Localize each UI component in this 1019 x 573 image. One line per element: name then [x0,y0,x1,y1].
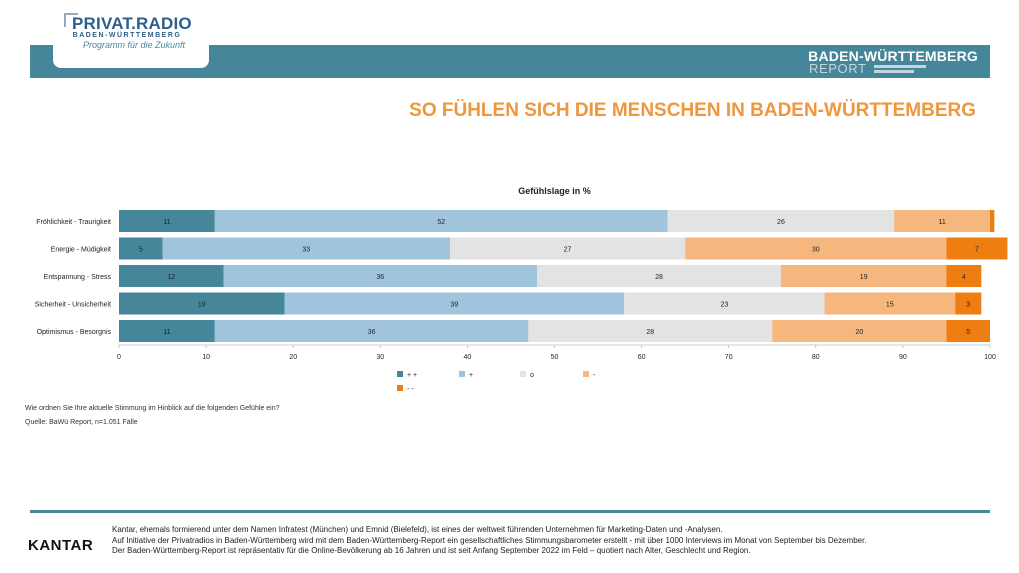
legend-label: + + [407,372,417,379]
legend-label: - [593,372,596,379]
logo-region: BADEN-WÜRTTEMBERG [72,32,182,39]
data-label: 3 [966,302,970,309]
footer-line-2: Auf Initiative der Privatradios in Baden… [112,535,867,545]
data-label: 11 [163,329,170,336]
report-title: BADEN-WÜRTTEMBERG [808,48,978,64]
logo-tagline: Programm für die Zukunft [83,40,186,50]
bar-segment [214,210,668,232]
bar-segment [955,292,982,315]
bar-segment [624,292,825,315]
legend-swatch [583,371,589,377]
footer-line-1: Kantar, ehemals formierend unter dem Nam… [112,525,723,534]
footer-text: Kantar, ehemals formierend unter dem Nam… [112,525,992,557]
x-tick-label: 80 [812,354,820,361]
logo-name: PRIVAT.RADIO [72,14,192,33]
bar-segment [119,210,215,232]
source-note: Quelle: BaWü Report, n=1.051 Fälle [25,419,138,426]
bar-segment [528,320,773,342]
x-tick-label: 50 [551,354,559,361]
data-label: 19 [198,302,206,309]
x-tick-label: 10 [202,354,210,361]
page-title: SO FÜHLEN SICH DIE MENSCHEN IN BADEN-WÜR… [409,100,976,121]
bar-segment [990,210,995,232]
bar-segment [223,265,538,287]
bar-segment [946,320,990,342]
legend-swatch [397,385,403,391]
data-label: 28 [646,329,654,336]
data-label: 39 [450,302,458,309]
category-label: Fröhlichkeit - Traurigkeit [36,219,111,226]
legend-swatch [459,371,465,377]
bar-segment [214,320,529,342]
data-label: 36 [376,274,384,281]
data-label: 33 [302,247,310,254]
footer-line-3: Der Baden-Württemberg-Report ist repräse… [112,546,751,555]
legend-label: o [530,372,534,379]
bar-segment [119,265,224,287]
report-subtitle: REPORT [809,61,867,76]
data-label: 30 [812,247,820,254]
data-label: 28 [655,274,663,281]
category-label: Energie - Müdigkeit [51,247,111,254]
bar-segment [162,237,450,260]
bar-segment [894,210,990,232]
x-tick-label: 100 [984,354,996,361]
x-tick-label: 90 [899,354,907,361]
legend-label: - - [407,386,414,393]
bar-segment [946,265,982,287]
legend-label: + [469,372,473,379]
data-label: 12 [167,274,175,281]
data-label: 19 [860,274,868,281]
bar-segment [685,237,947,260]
x-tick-label: 60 [638,354,646,361]
bar-segment [119,320,215,342]
data-label: 52 [437,219,445,226]
x-tick-label: 70 [725,354,733,361]
bar-segment [119,237,163,260]
data-label: 4 [962,274,966,281]
bar-segment [824,292,956,315]
bar-segment [449,237,686,260]
bar-segment [284,292,625,315]
bar-segment [780,265,947,287]
x-tick-label: 20 [289,354,297,361]
chart-title: Gefühlslage in % [518,186,591,196]
data-label: 11 [163,219,170,226]
footer-divider [30,510,990,513]
data-label: 5 [139,247,143,254]
survey-question: Wie ordnen Sie Ihre aktuelle Stimmung im… [25,405,280,412]
logo-corner-mark [64,13,78,27]
legend-swatch [520,371,526,377]
logo-card [53,8,209,68]
bar-segment [537,265,781,287]
report-decor-bar [874,70,914,73]
category-label: Optimismus - Besorgnis [37,329,112,336]
kantar-logo: KANTAR [28,537,94,554]
legend-swatch [397,371,403,377]
bar-segment [667,210,895,232]
x-tick-label: 0 [117,354,121,361]
data-label: 36 [368,329,376,336]
bar-segment [946,237,1008,260]
category-label: Sicherheit - Unsicherheit [35,302,111,309]
report-decor-bar [874,65,926,68]
bar-segment [772,320,947,342]
x-tick-label: 40 [464,354,472,361]
category-label: Entspannung - Stress [44,274,112,281]
data-label: 11 [938,219,945,226]
data-label: 23 [720,302,728,309]
data-label: 15 [886,302,894,309]
bar-segment [119,292,285,315]
stacked-bar-chart: Gefühlslage in % Fröhlichkeit - Traurigke… [35,186,1008,393]
data-label: 20 [855,329,863,336]
data-label: 7 [975,247,979,254]
data-label: 26 [777,219,785,226]
data-label: 5 [966,329,970,336]
x-tick-label: 30 [376,354,384,361]
data-label: 27 [564,247,572,254]
